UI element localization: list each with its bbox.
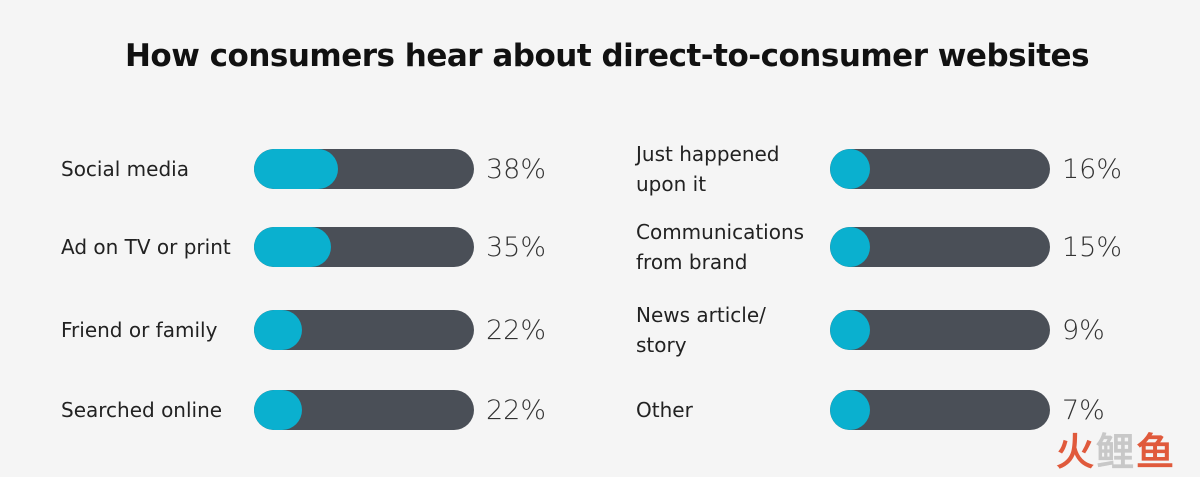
category-label: Searched online [61, 398, 223, 422]
value-label: 38% [486, 153, 547, 185]
bar-fill [254, 149, 338, 189]
bar-track [830, 149, 1050, 189]
bar-fill [830, 149, 870, 189]
bar-track [254, 227, 474, 267]
category-label: Social media [61, 157, 189, 181]
category-label: News article/ story [636, 303, 766, 357]
bar-fill [830, 227, 870, 267]
bar-track [254, 149, 474, 189]
watermark-logo: 火鲤鱼 [1055, 430, 1176, 474]
category-label: Ad on TV or print [61, 235, 231, 259]
bar-fill [830, 310, 870, 350]
bar-track [830, 390, 1050, 430]
bar-fill [254, 390, 303, 430]
value-label: 22% [486, 394, 547, 426]
value-label: 15% [1062, 231, 1123, 263]
value-label: 7% [1062, 394, 1105, 426]
category-label: Friend or family [61, 318, 218, 342]
bar-track [254, 390, 474, 430]
value-label: 9% [1062, 314, 1105, 346]
bar-track [830, 310, 1050, 350]
bar-fill [254, 310, 303, 350]
value-label: 22% [486, 314, 547, 346]
bar-fill [254, 227, 331, 267]
category-label: Communications from brand [636, 220, 805, 274]
category-label: Just happened upon it [636, 142, 780, 196]
category-label: Other [636, 398, 693, 422]
bar-track [830, 227, 1050, 267]
bar-track [254, 310, 474, 350]
bar-fill [830, 390, 870, 430]
chart-title: How consumers hear about direct-to-consu… [124, 38, 1090, 74]
value-label: 35% [486, 231, 547, 263]
value-label: 16% [1062, 153, 1123, 185]
